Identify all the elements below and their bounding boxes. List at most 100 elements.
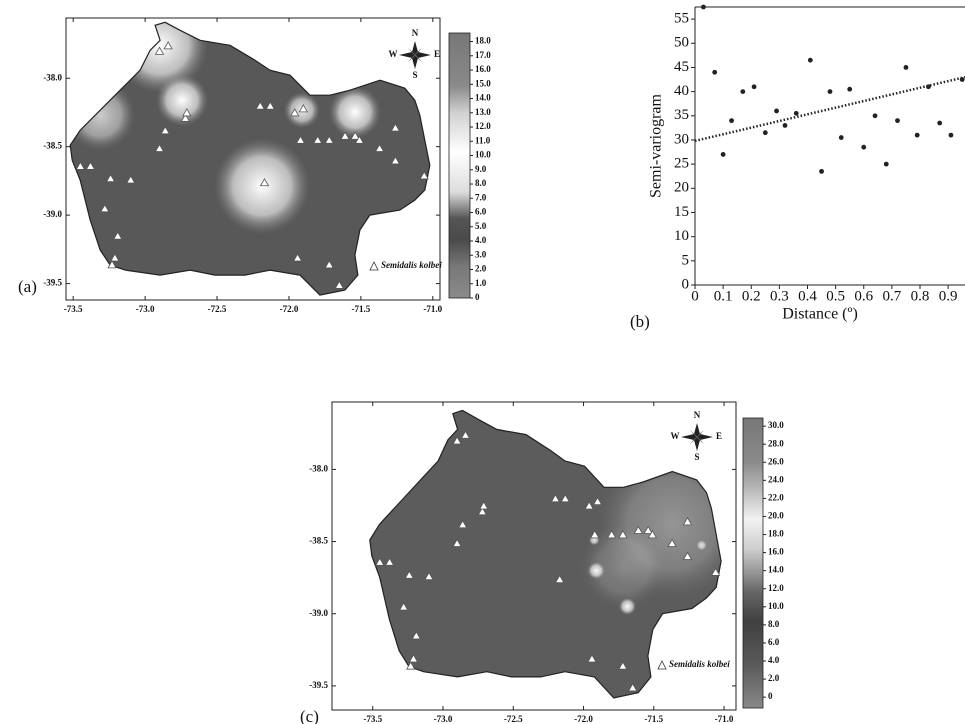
colorbar-tick-label: 2.0 <box>475 264 487 274</box>
colorbar-tick-label: 0 <box>475 292 480 302</box>
occurrence-point <box>390 156 401 165</box>
occurrence-point <box>292 253 303 262</box>
colorbar-tick-label: 17.0 <box>475 50 491 60</box>
y-tick-label: 55 <box>674 11 689 27</box>
occurrence-point <box>643 525 653 534</box>
occurrence-point <box>375 557 385 566</box>
y-tick-label: -38.0 <box>43 72 62 82</box>
occurrence-point <box>411 631 422 640</box>
colorbar-tick-label: 6.0 <box>475 207 487 217</box>
x-tick-label: -73.0 <box>136 304 155 314</box>
occurrence-point <box>374 143 385 152</box>
legend-label: Semidalis kolbei <box>669 659 730 669</box>
colorbar-tick-label: 22.0 <box>768 492 784 502</box>
data-point <box>701 4 706 10</box>
colorbar-tick-label: 2.0 <box>768 673 780 683</box>
data-point <box>827 89 833 95</box>
colorbar-tick-label: 3.0 <box>475 249 487 259</box>
compass-label: E <box>434 49 440 59</box>
occurrence-point <box>408 654 419 663</box>
colorbar-tick-label: 9.0 <box>475 164 487 174</box>
occurrence-point <box>259 177 270 187</box>
occurrence-point <box>75 161 86 170</box>
colorbar-tick-label: 16.0 <box>475 64 491 74</box>
occurrence-point <box>160 125 170 135</box>
occurrence-point <box>154 46 165 55</box>
colorbar-tick-label: 8.0 <box>475 178 487 188</box>
occurrence-point <box>163 41 173 50</box>
x-tick-label: -73.5 <box>363 714 382 724</box>
data-point <box>914 132 920 138</box>
colorbar-tick-label: 5.0 <box>475 221 487 231</box>
data-point <box>959 77 965 82</box>
y-tick-label: -39.0 <box>43 209 62 219</box>
occurrence-point <box>477 506 488 516</box>
x-tick-label: -71.5 <box>352 304 371 314</box>
occurrence-point <box>406 661 416 670</box>
occurrence-point <box>419 171 429 180</box>
y-tick-label: -38.5 <box>309 536 328 546</box>
colorbar-tick-label: 8.0 <box>768 619 780 629</box>
occurrence-point <box>587 654 597 663</box>
colorbar-tick-label: 13.0 <box>475 107 491 117</box>
occurrence-point <box>113 231 123 240</box>
occurrence-point <box>710 567 721 576</box>
compass-label: N <box>694 410 701 420</box>
x-tick-label: 0.8 <box>911 288 930 304</box>
x-axis-label: Distance (º) <box>782 306 858 323</box>
colorbar <box>742 417 764 709</box>
occurrence-point <box>460 430 471 439</box>
y-tick-label: -38.5 <box>43 141 62 151</box>
occurrence-point <box>105 173 116 183</box>
colorbar-tick-label: 10.0 <box>768 601 784 611</box>
y-tick-label: -39.0 <box>309 608 328 618</box>
data-point <box>883 161 889 167</box>
data-point <box>751 84 757 90</box>
occurrence-point <box>618 530 628 539</box>
map-surface <box>369 410 722 698</box>
colorbar-tick-label: 7.0 <box>475 192 487 202</box>
x-tick-label: -72.0 <box>574 714 593 724</box>
y-axis-label: Semi-variogram <box>648 93 665 198</box>
compass-label: E <box>716 431 722 441</box>
colorbar-tick-label: 28.0 <box>768 438 784 448</box>
data-point <box>782 123 788 128</box>
compass-label: S <box>412 70 417 80</box>
x-tick-label: 0 <box>691 288 699 304</box>
x-tick-label: 0.3 <box>770 288 789 304</box>
occurrence-point <box>154 143 165 152</box>
y-tick-label: 5 <box>682 252 690 268</box>
x-tick-label: -72.0 <box>280 304 299 314</box>
occurrence-point <box>424 571 434 581</box>
data-point <box>740 89 746 95</box>
data-point <box>861 144 867 150</box>
occurrence-point <box>340 131 350 140</box>
occurrence-point <box>584 501 594 510</box>
occurrence-point <box>404 570 414 579</box>
occurrence-point <box>295 135 306 144</box>
panel-label: (a) <box>18 277 37 296</box>
colorbar-tick-label: 18.0 <box>475 36 491 46</box>
colorbar-tick-label: 15.0 <box>475 78 491 88</box>
occurrence-point <box>107 260 117 269</box>
occurrence-point <box>647 530 658 539</box>
occurrence-point <box>682 551 693 560</box>
occurrence-point <box>265 101 275 110</box>
occurrence-point <box>384 557 395 566</box>
y-tick-label: 20 <box>674 180 689 196</box>
colorbar-tick-label: 4.0 <box>768 655 780 665</box>
y-tick-label: 25 <box>674 156 689 172</box>
region-fill <box>369 410 722 698</box>
occurrence-point <box>592 496 603 506</box>
y-tick-label: 0 <box>682 276 690 292</box>
x-tick-label: -71.0 <box>423 304 442 314</box>
colorbar-tick-label: 24.0 <box>768 474 784 484</box>
occurrence-point <box>628 683 638 692</box>
x-tick-label: 0.4 <box>798 288 817 304</box>
legend-symbol <box>657 660 667 670</box>
y-tick-label: 10 <box>674 228 689 244</box>
colorbar-tick-label: 1.0 <box>475 278 487 288</box>
x-tick-label: 0.1 <box>714 288 733 304</box>
colorbar-tick-label: 4.0 <box>475 235 487 245</box>
